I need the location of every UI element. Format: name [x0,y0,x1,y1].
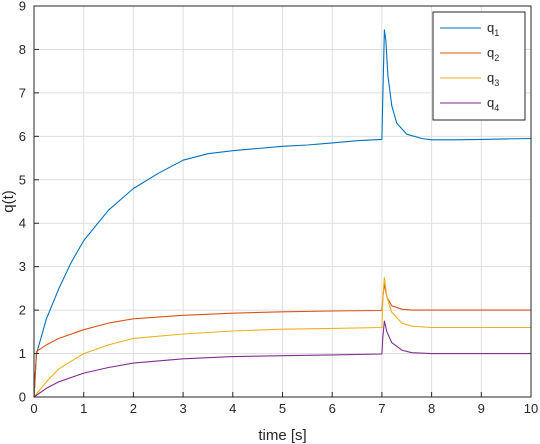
legend-box [432,11,526,121]
y-tick-label: 8 [19,42,26,57]
y-tick-label: 0 [19,390,26,405]
y-tick-label: 3 [19,259,26,274]
series-line-q1 [33,29,532,398]
legend-subscript: 1 [494,28,499,38]
x-tick-label: 7 [378,401,385,416]
series-line-q3 [33,276,531,398]
y-tick-label: 1 [19,346,26,361]
series-line-q4 [33,320,531,398]
grid-lines [34,6,531,397]
x-tick-label: 8 [428,401,435,416]
series-line-q2 [33,283,531,398]
x-tick-label: 0 [30,401,37,416]
legend-subscript: 4 [494,103,499,113]
x-tick-label: 2 [130,401,137,416]
y-tick-label: 2 [19,303,26,318]
y-ticks: 0 1 2 3 4 5 6 7 8 9 [19,0,39,405]
y-tick-label: 4 [19,216,26,231]
legend-subscript: 3 [494,78,499,88]
x-tick-label: 5 [279,401,286,416]
x-axis-label: time [s] [258,427,306,444]
series-group [33,29,532,398]
y-axis-label: q(t) [0,190,17,213]
y-tick-label: 5 [19,172,26,187]
y-tick-label: 9 [19,0,26,14]
x-tick-label: 10 [524,401,538,416]
legend-subscript: 2 [494,53,499,63]
x-tick-label: 1 [80,401,87,416]
y-tick-label: 7 [19,85,26,100]
x-tick-label: 9 [478,401,485,416]
x-tick-label: 4 [229,401,236,416]
x-tick-label: 3 [179,401,186,416]
x-tick-label: 6 [329,401,336,416]
y-tick-label: 6 [19,129,26,144]
x-ticks: 0 1 2 3 4 5 6 7 8 9 10 [30,392,538,416]
